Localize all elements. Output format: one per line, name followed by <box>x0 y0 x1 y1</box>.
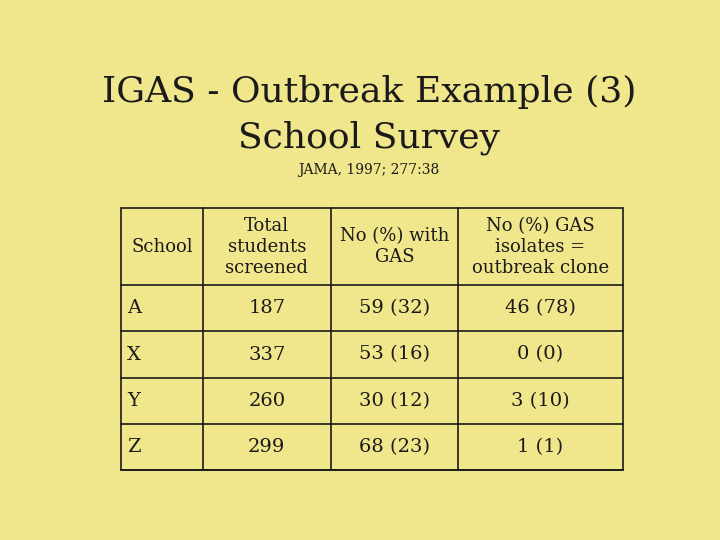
Text: 3 (10): 3 (10) <box>511 392 570 410</box>
Text: School: School <box>131 238 193 256</box>
Text: JAMA, 1997; 277:38: JAMA, 1997; 277:38 <box>298 163 440 177</box>
Text: Y: Y <box>127 392 140 410</box>
Text: 1 (1): 1 (1) <box>518 438 564 456</box>
Text: Total
students
screened: Total students screened <box>225 217 308 276</box>
Text: 46 (78): 46 (78) <box>505 299 576 318</box>
Text: A: A <box>127 299 142 318</box>
Text: 53 (16): 53 (16) <box>359 346 430 363</box>
Text: 299: 299 <box>248 438 286 456</box>
Text: 59 (32): 59 (32) <box>359 299 430 318</box>
Text: 30 (12): 30 (12) <box>359 392 430 410</box>
Text: 337: 337 <box>248 346 286 363</box>
Text: 187: 187 <box>248 299 285 318</box>
Text: 68 (23): 68 (23) <box>359 438 430 456</box>
Text: 260: 260 <box>248 392 285 410</box>
Text: School Survey: School Survey <box>238 121 500 156</box>
Text: No (%) GAS
isolates =
outbreak clone: No (%) GAS isolates = outbreak clone <box>472 217 609 276</box>
Bar <box>121 208 623 470</box>
Text: X: X <box>127 346 141 363</box>
Text: Z: Z <box>127 438 141 456</box>
Text: No (%) with
GAS: No (%) with GAS <box>340 227 449 266</box>
Text: IGAS - Outbreak Example (3): IGAS - Outbreak Example (3) <box>102 75 636 109</box>
Text: 0 (0): 0 (0) <box>518 346 564 363</box>
